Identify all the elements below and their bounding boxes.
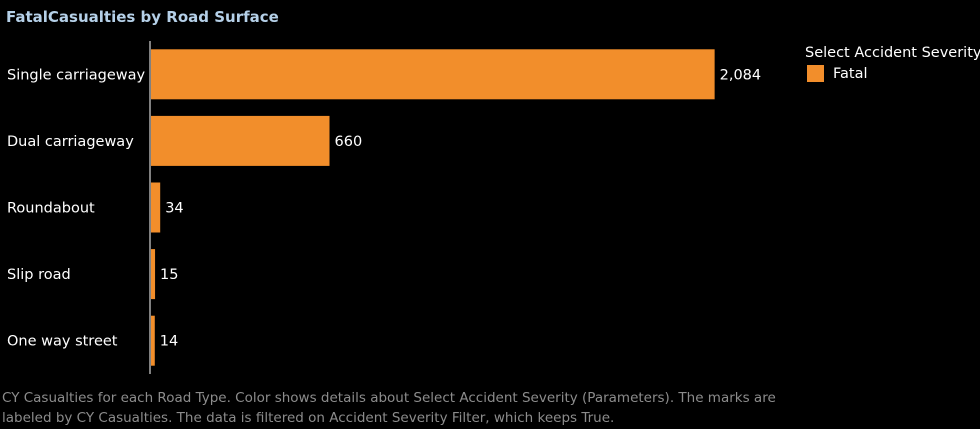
data-label: 2,084 [720,67,762,83]
data-label: 15 [160,267,178,283]
data-label: 660 [335,134,363,150]
bar[interactable] [151,249,156,300]
legend-item-label: Fatal [833,65,868,82]
legend: Select Accident Severity Fatal [805,45,980,82]
data-label: 14 [160,334,178,350]
chart-caption: CY Casualties for each Road Type. Color … [2,390,776,426]
chart-title: FatalCasualties by Road Surface [6,8,279,26]
bar[interactable] [151,115,330,166]
legend-swatch [807,65,824,82]
category-label: Dual carriageway [7,134,134,150]
category-label: One way street [7,334,118,350]
category-label: Slip road [7,267,71,283]
legend-item-fatal[interactable]: Fatal [805,65,980,82]
bar-chart: Single carriageway 2,084 Dual carriageway 6… [7,41,762,374]
bar[interactable] [151,315,155,366]
category-label: Roundabout [7,201,95,217]
data-label: 34 [165,201,183,217]
legend-title: Select Accident Severity [805,45,980,61]
category-label: Single carriageway [7,67,145,83]
bar[interactable] [151,49,715,100]
bar[interactable] [151,182,161,233]
